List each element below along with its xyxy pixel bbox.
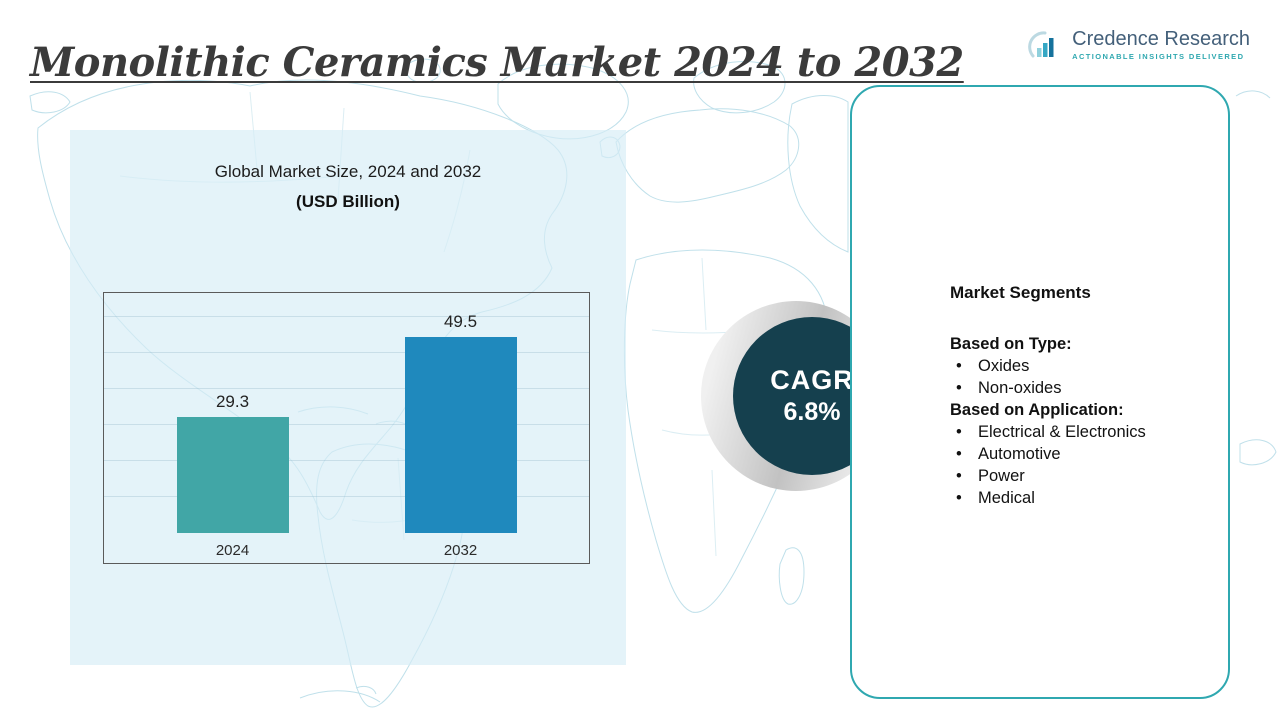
segment-item-label: Electrical & Electronics (978, 423, 1146, 441)
segment-item: Oxides (950, 355, 1202, 377)
bar-2032 (404, 337, 517, 533)
chart-panel: Global Market Size, 2024 and 2032 (USD B… (70, 130, 626, 665)
bar-value-2024: 29.3 (215, 392, 250, 411)
segment-item: Non-oxides (950, 377, 1202, 399)
bar-chart: 29.3 49.5 2024 2032 (103, 292, 590, 564)
page-title: Monolithic Ceramics Market 2024 to 2032 (30, 38, 964, 86)
brand-text: Credence Research Actionable Insights De… (1072, 28, 1250, 61)
category-labels: 2024 2032 (104, 542, 589, 559)
gridline (104, 496, 589, 497)
segment-item: Automotive (950, 443, 1202, 465)
gridline (104, 388, 589, 389)
bar-2024 (176, 417, 289, 533)
segment-item: Electrical & Electronics (950, 421, 1202, 443)
brand-logo: Credence Research Actionable Insights De… (1026, 28, 1250, 71)
gridline (104, 352, 589, 353)
bar-column-2032: 49.5 (404, 312, 517, 533)
gridline (104, 424, 589, 425)
brand-tagline: Actionable Insights Delivered (1072, 52, 1245, 61)
bar-value-2032: 49.5 (443, 312, 478, 331)
cagr-value: 6.8% (783, 398, 841, 426)
brand-name: Credence Research (1072, 28, 1250, 50)
segment-group-title-application: Based on Application: (950, 401, 1124, 419)
gridline (104, 460, 589, 461)
segment-item-label: Non-oxides (978, 379, 1062, 397)
gridline (104, 316, 589, 317)
market-segments-card: Market Segments Based on Type: Oxides No… (850, 85, 1230, 699)
segment-item-label: Automotive (978, 445, 1061, 463)
segment-item-label: Oxides (978, 357, 1030, 375)
chart-subtitle: (USD Billion) (296, 192, 400, 211)
bar-column-2024: 29.3 (176, 392, 289, 533)
segment-item-label: Medical (978, 489, 1035, 507)
segment-item: Power (950, 465, 1202, 487)
segment-item: Medical (950, 487, 1202, 509)
chart-title: Global Market Size, 2024 and 2032 (214, 162, 482, 181)
category-label-2032: 2032 (443, 542, 478, 559)
segments-heading: Market Segments (950, 283, 1091, 302)
segment-group-title-type: Based on Type: (950, 335, 1072, 353)
bars-row: 29.3 49.5 (104, 293, 589, 533)
brand-chart-icon (1026, 28, 1064, 71)
cagr-label: CAGR (770, 365, 854, 395)
segment-item-label: Power (978, 467, 1025, 485)
category-label-2024: 2024 (215, 542, 250, 559)
